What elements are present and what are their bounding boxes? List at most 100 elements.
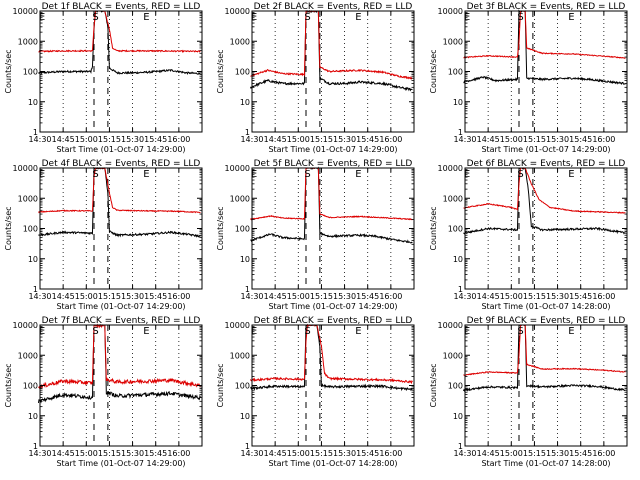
y-tick-label: 100 xyxy=(448,382,463,391)
plot-frame xyxy=(39,324,203,447)
y-tick-label: 1 xyxy=(245,285,250,294)
plot-frame xyxy=(39,167,203,290)
x-tick-label: 16:00 xyxy=(167,449,190,458)
interval-marker-label: E xyxy=(143,12,149,23)
y-tick-label: 10000 xyxy=(13,164,38,173)
y-axis-label: Counts/sec xyxy=(429,363,438,407)
x-tick-label: 14:30 xyxy=(453,292,476,301)
y-tick-label: 1000 xyxy=(230,194,250,203)
x-tick-label: 15:45 xyxy=(569,135,592,144)
plot-frame xyxy=(464,10,628,133)
x-tick-label: 16:00 xyxy=(379,292,402,301)
x-tick-label: 15:30 xyxy=(333,135,356,144)
x-tick-label: 15:00 xyxy=(75,449,98,458)
events-curve xyxy=(463,167,626,235)
y-tick-label: 10 xyxy=(240,255,250,264)
x-axis-label: Start Time (01-Oct-07 14:28:00) xyxy=(481,459,610,468)
y-tick-label: 10000 xyxy=(225,7,250,16)
x-tick-label: 14:45 xyxy=(477,292,500,301)
plot-frame xyxy=(464,324,628,447)
lld-curve xyxy=(38,167,201,214)
interval-marker-label: E xyxy=(143,326,149,337)
x-tick-label: 15:15 xyxy=(98,135,121,144)
y-tick-label: 10 xyxy=(28,98,38,107)
x-tick-label: 15:30 xyxy=(546,135,569,144)
x-tick-label: 15:45 xyxy=(144,449,167,458)
interval-marker-label: S xyxy=(517,326,523,337)
x-tick-label: 14:30 xyxy=(28,135,51,144)
x-tick-label: 15:15 xyxy=(310,449,333,458)
interval-marker-label: S xyxy=(517,169,523,180)
y-tick-label: 10000 xyxy=(438,321,463,330)
x-tick-label: 15:30 xyxy=(546,449,569,458)
x-tick-label: 14:30 xyxy=(453,135,476,144)
y-tick-label: 10000 xyxy=(13,321,38,330)
y-tick-label: 10 xyxy=(240,98,250,107)
x-tick-label: 15:30 xyxy=(121,135,144,144)
y-axis-label: Counts/sec xyxy=(429,206,438,250)
lld-curve xyxy=(463,10,626,59)
y-tick-label: 1 xyxy=(458,442,463,451)
events-curve xyxy=(250,324,413,392)
y-tick-label: 1 xyxy=(245,128,250,137)
x-tick-label: 15:30 xyxy=(333,449,356,458)
events-curve xyxy=(37,323,201,404)
y-tick-label: 1000 xyxy=(230,351,250,360)
y-axis-label: Counts/sec xyxy=(4,49,13,93)
y-tick-label: 1000 xyxy=(443,37,463,46)
x-axis-label: Start Time (01-Oct-07 14:29:00) xyxy=(481,145,610,154)
y-axis-label: Counts/sec xyxy=(4,206,13,250)
y-tick-label: 100 xyxy=(235,68,250,77)
x-tick-label: 16:00 xyxy=(379,135,402,144)
y-tick-label: 10000 xyxy=(225,164,250,173)
x-tick-label: 14:45 xyxy=(52,292,75,301)
x-tick-label: 15:00 xyxy=(287,449,310,458)
lld-curve xyxy=(250,323,413,385)
interval-marker-label: E xyxy=(355,12,361,23)
x-tick-label: 15:30 xyxy=(121,292,144,301)
events-curve xyxy=(463,9,626,85)
interval-marker-label: E xyxy=(568,326,574,337)
interval-marker-label: E xyxy=(568,12,574,23)
y-axis-label: Counts/sec xyxy=(216,363,225,407)
interval-marker-label: S xyxy=(517,12,523,23)
lld-curve xyxy=(250,10,413,80)
x-tick-label: 16:00 xyxy=(592,292,615,301)
y-tick-label: 100 xyxy=(23,225,38,234)
panel-title: Det 3f BLACK = Events, RED = LLD xyxy=(467,2,626,12)
events-curve xyxy=(250,166,413,244)
interval-marker-label: E xyxy=(355,326,361,337)
panel-title: Det 2f BLACK = Events, RED = LLD xyxy=(254,2,413,12)
x-tick-label: 15:15 xyxy=(523,292,546,301)
interval-marker-label: S xyxy=(92,12,98,23)
x-axis-label: Start Time (01-Oct-07 14:29:00) xyxy=(56,302,185,311)
x-tick-label: 15:00 xyxy=(75,135,98,144)
y-tick-label: 100 xyxy=(448,225,463,234)
x-tick-label: 15:15 xyxy=(523,135,546,144)
x-tick-label: 15:30 xyxy=(333,292,356,301)
y-tick-label: 100 xyxy=(23,68,38,77)
y-tick-label: 1000 xyxy=(230,37,250,46)
panel-title: Det 4f BLACK = Events, RED = LLD xyxy=(42,159,201,169)
x-tick-label: 15:45 xyxy=(356,292,379,301)
x-tick-label: 15:00 xyxy=(287,135,310,144)
interval-marker-label: E xyxy=(568,169,574,180)
y-axis-label: Counts/sec xyxy=(216,206,225,250)
panel-title: Det 9f BLACK = Events, RED = LLD xyxy=(467,316,626,326)
x-axis-label: Start Time (01-Oct-07 14:28:00) xyxy=(481,302,610,311)
lld-curve xyxy=(38,323,201,390)
y-tick-label: 100 xyxy=(235,382,250,391)
x-tick-label: 14:30 xyxy=(240,292,263,301)
interval-marker-label: E xyxy=(143,169,149,180)
x-tick-label: 14:30 xyxy=(240,449,263,458)
events-curve xyxy=(463,324,626,393)
interval-marker-label: S xyxy=(92,169,98,180)
x-tick-label: 15:15 xyxy=(98,292,121,301)
y-tick-label: 10 xyxy=(28,255,38,264)
